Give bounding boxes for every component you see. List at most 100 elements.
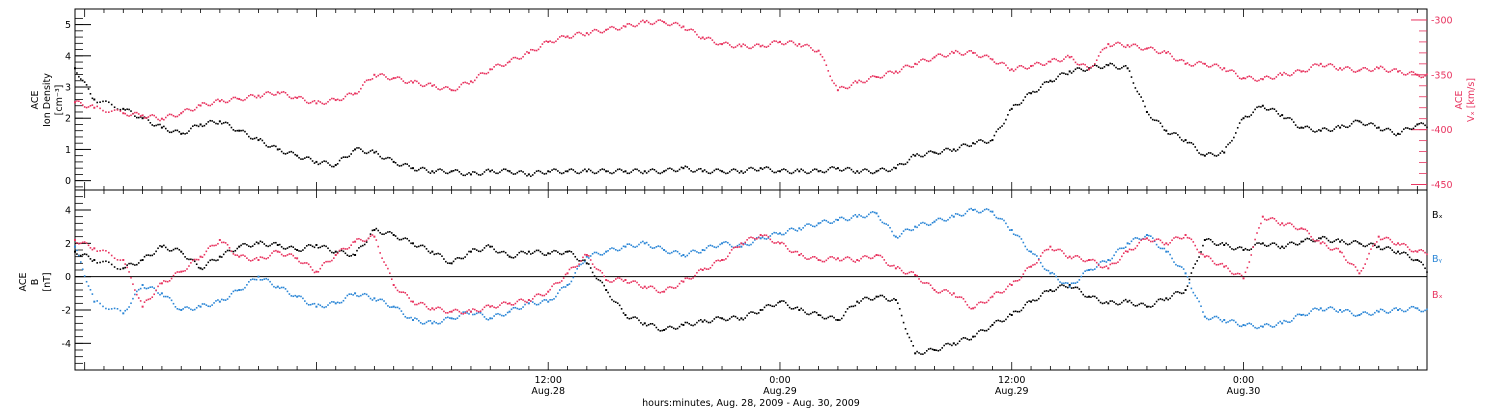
velocity-data-point <box>1408 71 1411 74</box>
density-data-point <box>589 169 592 172</box>
field-data-point <box>350 293 352 295</box>
density-tick-label: 1 <box>65 145 71 156</box>
field-data-point <box>1333 240 1336 243</box>
field-data-point <box>502 250 505 253</box>
field-data-point <box>924 352 926 354</box>
field-data-point <box>504 313 507 316</box>
velocity-data-point <box>924 58 926 61</box>
field-data-point <box>400 310 403 312</box>
field-data-point <box>1254 243 1256 246</box>
density-data-point <box>1318 129 1320 131</box>
field-data-point <box>657 328 660 331</box>
density-data-point <box>1198 152 1200 154</box>
field-data-point <box>777 241 779 243</box>
velocity-tick-label: -300 <box>1431 15 1453 26</box>
field-data-point <box>1020 238 1023 240</box>
field-data-point <box>1095 266 1098 268</box>
density-data-point <box>1329 130 1332 133</box>
density-data-point <box>304 157 306 159</box>
density-data-point <box>1221 150 1224 153</box>
field-data-point <box>1399 244 1401 246</box>
velocity-data-point <box>1426 73 1428 76</box>
field-data-point <box>1022 307 1025 309</box>
field-data-point <box>916 350 918 353</box>
density-data-point <box>715 168 718 171</box>
field-data-point <box>881 256 884 258</box>
velocity-data-point <box>518 58 521 60</box>
velocity-data-point <box>1383 68 1386 71</box>
field-data-point <box>1097 299 1100 302</box>
field-data-point <box>723 241 725 244</box>
field-data-point <box>1014 280 1017 282</box>
field-data-point <box>445 311 447 314</box>
velocity-data-point <box>893 72 895 75</box>
field-data-point <box>132 283 134 285</box>
field-data-point <box>717 259 719 262</box>
velocity-data-point <box>783 43 785 46</box>
density-data-point <box>1246 116 1249 118</box>
density-data-point <box>76 72 78 74</box>
density-data-point <box>703 169 706 171</box>
density-data-point <box>319 162 322 165</box>
field-data-point <box>489 305 492 308</box>
field-data-point <box>358 295 360 298</box>
field-data-point <box>784 232 787 234</box>
density-data-point <box>102 100 104 103</box>
density-data-point <box>1173 132 1175 134</box>
field-data-point <box>920 280 922 283</box>
velocity-data-point <box>1269 77 1272 79</box>
field-data-point <box>1215 263 1218 266</box>
velocity-data-point <box>464 81 466 84</box>
velocity-data-point <box>1059 60 1061 63</box>
field-data-point <box>251 245 254 247</box>
field-data-point <box>555 295 557 298</box>
velocity-data-point <box>1088 68 1090 71</box>
field-data-point <box>562 277 565 279</box>
velocity-data-point <box>775 40 777 43</box>
field-data-point <box>1090 259 1092 261</box>
field-data-point <box>89 247 92 249</box>
density-data-point <box>390 158 393 161</box>
field-data-point <box>176 247 179 250</box>
density-data-point <box>450 170 453 173</box>
field-data-point <box>806 258 808 260</box>
field-data-point <box>539 302 542 304</box>
field-data-point <box>437 306 439 309</box>
field-data-point <box>96 262 99 264</box>
field-data-point <box>582 262 584 265</box>
field-data-point <box>812 225 814 228</box>
velocity-data-point <box>1377 67 1380 70</box>
velocity-data-point <box>1192 64 1195 67</box>
field-data-point <box>628 282 631 284</box>
field-data-point <box>584 260 586 263</box>
field-data-point <box>1124 246 1127 248</box>
field-data-point <box>141 284 144 286</box>
field-data-point <box>1092 295 1094 298</box>
field-data-point <box>1097 264 1100 267</box>
field-data-point <box>1323 309 1326 312</box>
density-data-point <box>1200 153 1202 156</box>
field-data-point <box>192 259 194 262</box>
field-data-point <box>159 245 161 247</box>
density-data-point <box>192 125 194 128</box>
field-data-point <box>790 308 793 310</box>
field-data-point <box>1207 318 1210 321</box>
density-data-point <box>883 168 886 170</box>
field-data-point <box>193 260 196 263</box>
field-data-point <box>1364 263 1366 265</box>
density-data-point <box>456 169 459 172</box>
field-data-point <box>653 247 656 249</box>
field-data-point <box>1163 243 1166 246</box>
velocity-data-point <box>1142 49 1144 51</box>
field-data-point <box>667 286 669 289</box>
field-data-point <box>1263 323 1266 326</box>
density-data-point <box>375 150 378 153</box>
field-data-point <box>479 250 482 253</box>
field-data-point <box>365 241 368 243</box>
density-data-point <box>634 168 636 170</box>
velocity-data-point <box>1206 64 1208 67</box>
density-data-point <box>280 150 283 153</box>
density-data-point <box>671 168 673 170</box>
density-data-point <box>1022 99 1025 102</box>
density-data-point <box>373 151 376 154</box>
